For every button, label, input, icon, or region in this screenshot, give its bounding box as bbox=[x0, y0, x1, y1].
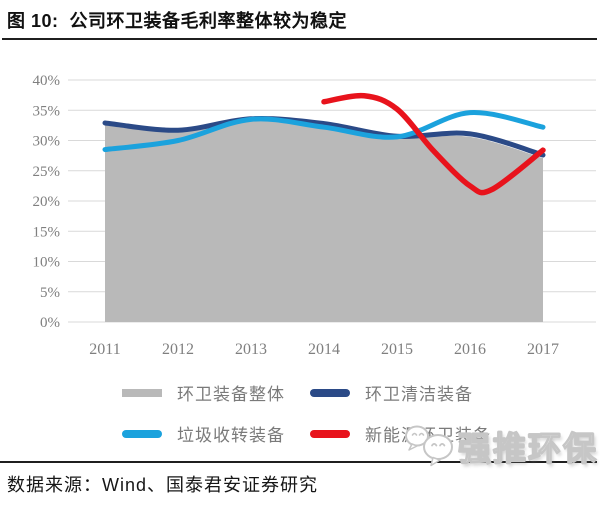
legend-label: 环卫清洁装备 bbox=[365, 385, 473, 404]
svg-text:2015: 2015 bbox=[381, 341, 413, 358]
margin-chart: 0% 5% 10% 15% 20% 25% 30% 35% 40% 2011 2012 2013 201… bbox=[0, 58, 600, 378]
bottom-divider bbox=[0, 461, 597, 463]
legend-label: 垃圾收转装备 bbox=[177, 426, 285, 445]
svg-text:5%: 5% bbox=[40, 285, 60, 301]
svg-text:35%: 35% bbox=[33, 103, 61, 119]
chart-legend: 环卫装备整体 环卫清洁装备 垃圾收转装备 新能源环卫装备 bbox=[122, 380, 552, 446]
svg-text:25%: 25% bbox=[33, 164, 61, 180]
chat-bubbles-icon bbox=[405, 425, 453, 467]
legend-item-garbage: 垃圾收转装备 bbox=[122, 421, 310, 446]
svg-text:10%: 10% bbox=[33, 255, 61, 271]
legend-item-overall: 环卫装备整体 bbox=[122, 380, 310, 405]
chart-svg: 0% 5% 10% 15% 20% 25% 30% 35% 40% 2011 2012 2013 201… bbox=[33, 73, 596, 358]
title-divider bbox=[2, 38, 597, 40]
legend-label: 环卫装备整体 bbox=[177, 385, 285, 404]
legend-item-cleaning: 环卫清洁装备 bbox=[310, 380, 552, 405]
svg-text:30%: 30% bbox=[33, 134, 61, 150]
watermark: 强推环保 bbox=[402, 422, 598, 470]
watermark-text: 强推环保 bbox=[457, 429, 598, 467]
area-swatch bbox=[122, 388, 162, 397]
line-swatch bbox=[310, 429, 350, 438]
svg-text:2013: 2013 bbox=[235, 341, 267, 358]
svg-text:15%: 15% bbox=[33, 224, 61, 240]
svg-text:0%: 0% bbox=[40, 315, 60, 331]
figure-title: 图 10: 公司环卫装备毛利率整体较为稳定 bbox=[7, 11, 348, 31]
line-swatch bbox=[310, 388, 350, 397]
line-swatch bbox=[122, 429, 162, 438]
svg-text:2014: 2014 bbox=[308, 341, 340, 358]
svg-text:2016: 2016 bbox=[454, 341, 486, 358]
svg-text:2012: 2012 bbox=[162, 341, 194, 358]
svg-text:2011: 2011 bbox=[89, 341, 120, 358]
svg-text:20%: 20% bbox=[33, 194, 61, 210]
source-note: 数据来源：Wind、国泰君安证券研究 bbox=[7, 475, 319, 495]
svg-text:40%: 40% bbox=[33, 73, 61, 89]
svg-text:2017: 2017 bbox=[527, 341, 559, 358]
